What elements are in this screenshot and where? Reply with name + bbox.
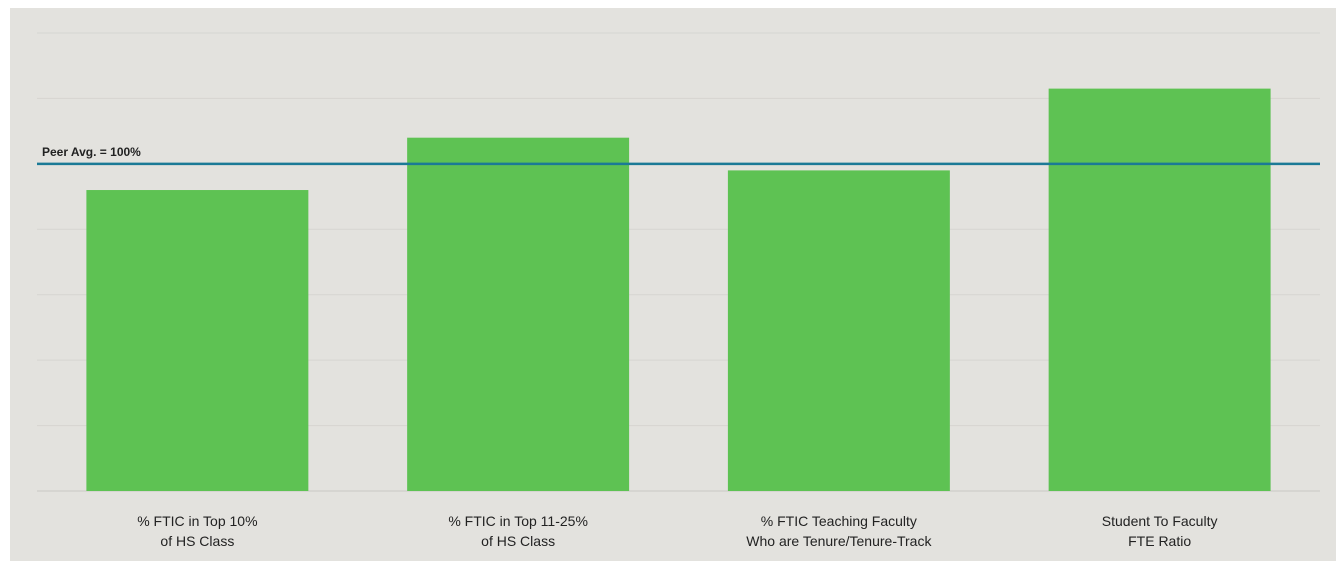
x-tick-label-line: FTE Ratio [1128, 533, 1191, 549]
x-tick-label-line: of HS Class [160, 533, 234, 549]
x-tick-label-line: Who are Tenure/Tenure-Track [746, 533, 932, 549]
x-tick-label-line: % FTIC in Top 10% [137, 513, 257, 529]
x-tick-label-line: % FTIC Teaching Faculty [761, 513, 917, 529]
bar [727, 170, 950, 491]
x-tick-label-line: Student To Faculty [1102, 513, 1218, 529]
x-tick-label: Student To Faculty FTE Ratio [1102, 513, 1218, 549]
bar [407, 137, 630, 491]
x-tick-label: % FTIC Teaching Faculty Who are Tenure/Te… [746, 513, 932, 549]
bar [86, 190, 309, 491]
x-tick-label-line: of HS Class [481, 533, 555, 549]
x-tick-label: % FTIC in Top 10% of HS Class [137, 513, 257, 549]
bar [1048, 88, 1271, 491]
x-tick-label: % FTIC in Top 11-25% of HS Class [448, 513, 588, 549]
x-tick-label-line: % FTIC in Top 11-25% [448, 513, 588, 529]
reference-label: Peer Avg. = 100% [42, 145, 141, 159]
